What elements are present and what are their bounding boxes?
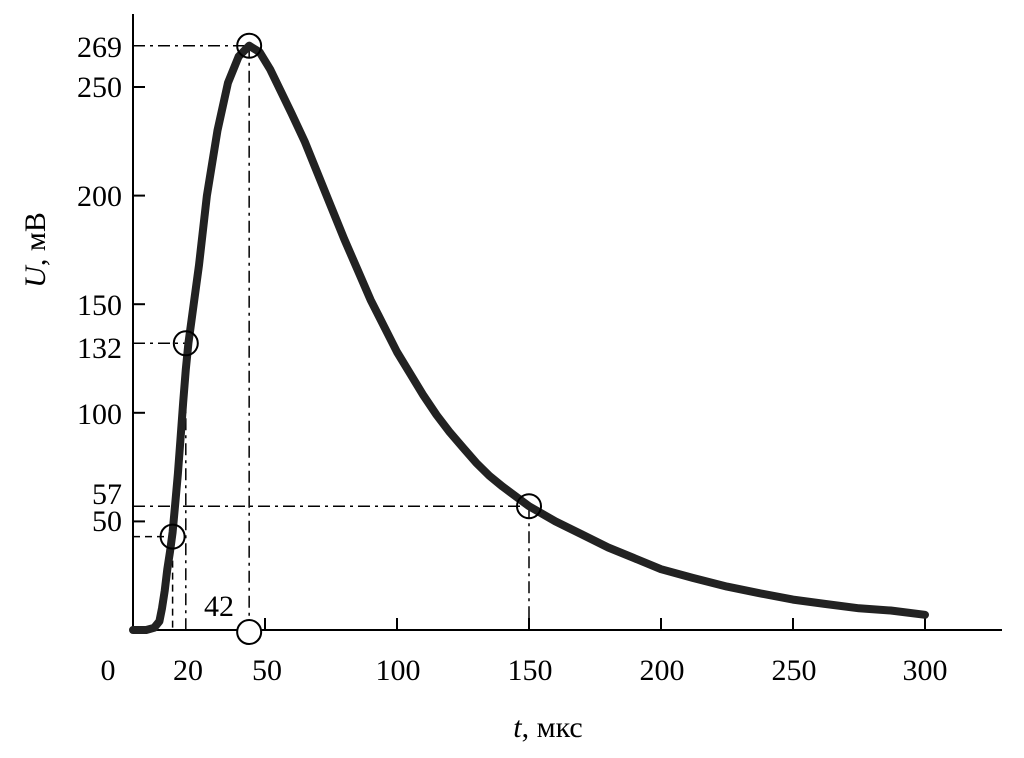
marker-axis-42 [236, 619, 263, 645]
y-tick-label-200: 200 [77, 180, 122, 213]
y-tick-label-100: 100 [77, 398, 122, 431]
markers [159, 32, 542, 645]
y-tick-label-132: 132 [77, 332, 122, 365]
marker-point-2 [516, 493, 542, 520]
axes [132, 14, 1002, 631]
marker-point-1 [172, 330, 199, 357]
y-axis-unit: , мВ [19, 212, 52, 266]
x-tick-label-250: 250 [772, 654, 817, 687]
x-tick-label-100: 100 [376, 654, 421, 687]
x-tick-label-42: 42 [204, 590, 234, 623]
x-axis-unit: , мкс [522, 711, 583, 744]
x-tick-label-20: 20 [173, 654, 203, 687]
x-tick-label-50: 50 [252, 654, 282, 687]
y-tick-label-57: 57 [92, 478, 122, 511]
tick-labels: 0 20 42 50 100 150 200 250 300 269 250 2… [77, 31, 948, 687]
marker-point-3 [159, 523, 186, 550]
marker-point-0 [236, 32, 263, 59]
x-tick-label-200: 200 [640, 654, 685, 687]
x-axis-title: t, мкс [513, 711, 582, 744]
series-line-u [129, 41, 929, 634]
y-tick-label-50: 50 [92, 505, 122, 538]
x-axis-var: t [513, 711, 522, 744]
y-axis-var: U [19, 264, 52, 288]
x-tick-label-0: 0 [101, 654, 116, 687]
y-tick-label-269: 269 [77, 31, 122, 64]
y-tick-label-150: 150 [77, 289, 122, 322]
x-tick-label-300: 300 [903, 654, 948, 687]
y-tick-label-250: 250 [77, 71, 122, 104]
y-axis-title: U, мВ [19, 212, 52, 288]
ticks [133, 86, 926, 630]
x-tick-label-150: 150 [508, 654, 553, 687]
